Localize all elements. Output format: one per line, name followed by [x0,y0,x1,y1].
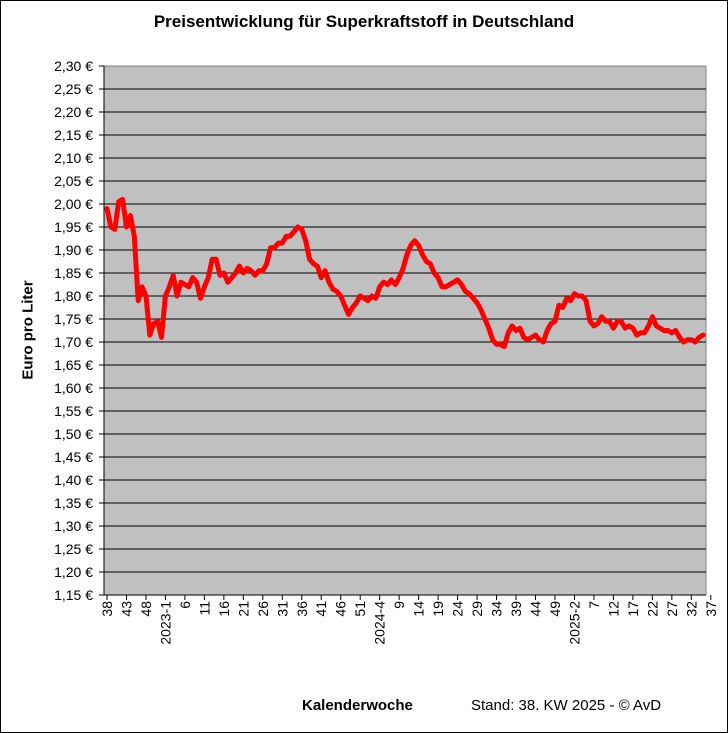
x-tick-label: 29 [469,601,485,617]
y-tick-label: 1,95 € [54,219,93,235]
x-tick-label: 9 [391,601,407,609]
x-tick-label: 11 [196,601,212,616]
x-tick-label: 27 [664,601,680,617]
x-tick-label: 37 [703,601,719,617]
x-tick-label: 19 [430,601,446,617]
y-tick-label: 2,25 € [54,81,93,97]
series-group [104,196,706,350]
x-tick-label: 39 [508,601,524,617]
x-tick-label: 7 [586,601,602,609]
y-tick-label: 2,00 € [54,196,93,212]
y-tick-label: 1,80 € [54,288,93,304]
chart-title: Preisentwicklung für Superkraftstoff in … [153,12,575,31]
x-tick-label: 41 [313,601,329,617]
x-tick-label: 16 [216,601,232,617]
y-tick-label: 1,70 € [54,334,93,350]
y-tick-label: 2,30 € [54,58,93,74]
y-tick-label: 1,45 € [54,449,93,465]
y-tick-label: 1,60 € [54,380,93,396]
x-axis-label: Kalenderwoche [302,697,413,714]
x-tick-label: 6 [177,601,193,609]
x-tick-label: 22 [644,601,660,617]
y-tick-label: 1,75 € [54,311,93,327]
y-tick-label: 1,85 € [54,265,93,281]
y-tick-label: 1,50 € [54,426,93,442]
x-tick-label: 46 [333,601,349,617]
y-tick-label: 1,25 € [54,541,93,557]
y-axis: 1,15 € 1,20 € 1,25 € 1,30 € 1,35 € 1,40 € 1,45… [54,58,105,603]
x-tick-label: 38 [99,601,115,617]
x-axis: 38 43 48 2023-1 6 11 16 21 26 31 36 41 46 51 2024-4 9 14… [99,594,719,645]
x-tick-label: 48 [138,601,154,617]
y-tick-label: 2,05 € [54,173,93,189]
y-tick-label: 1,55 € [54,403,93,419]
y-tick-label: 1,65 € [54,357,93,373]
y-tick-label: 1,90 € [54,242,93,258]
x-tick-label: 2025-2 [566,601,582,645]
x-tick-label: 12 [605,601,621,617]
x-tick-label: 14 [411,601,427,617]
y-tick-label: 1,30 € [54,518,93,534]
x-tick-label: 32 [683,601,699,617]
footnote: Stand: 38. KW 2025 - © AvD [471,697,662,714]
x-tick-label: 2024-4 [372,601,388,645]
y-tick-label: 2,20 € [54,104,93,120]
y-tick-label: 1,15 € [54,587,93,603]
x-tick-label: 2023-1 [157,601,173,645]
y-tick-label: 2,15 € [54,127,93,143]
y-tick-label: 1,20 € [54,564,93,580]
x-tick-label: 43 [118,601,134,617]
x-tick-label: 24 [450,601,466,617]
y-tick-label: 1,40 € [54,472,93,488]
x-tick-label: 49 [547,601,563,617]
x-tick-label: 51 [352,601,368,617]
x-tick-label: 26 [255,601,271,617]
grid-lines [104,88,706,573]
x-tick-label: 44 [527,601,543,617]
x-tick-label: 17 [625,601,641,617]
x-tick-label: 36 [294,601,310,617]
y-tick-label: 2,10 € [54,150,93,166]
x-tick-label: 21 [235,601,251,617]
series-line [104,196,706,350]
x-tick-label: 34 [489,601,505,617]
y-tick-label: 1,35 € [54,495,93,511]
x-tick-label: 31 [274,601,290,617]
plot-area [103,65,707,596]
